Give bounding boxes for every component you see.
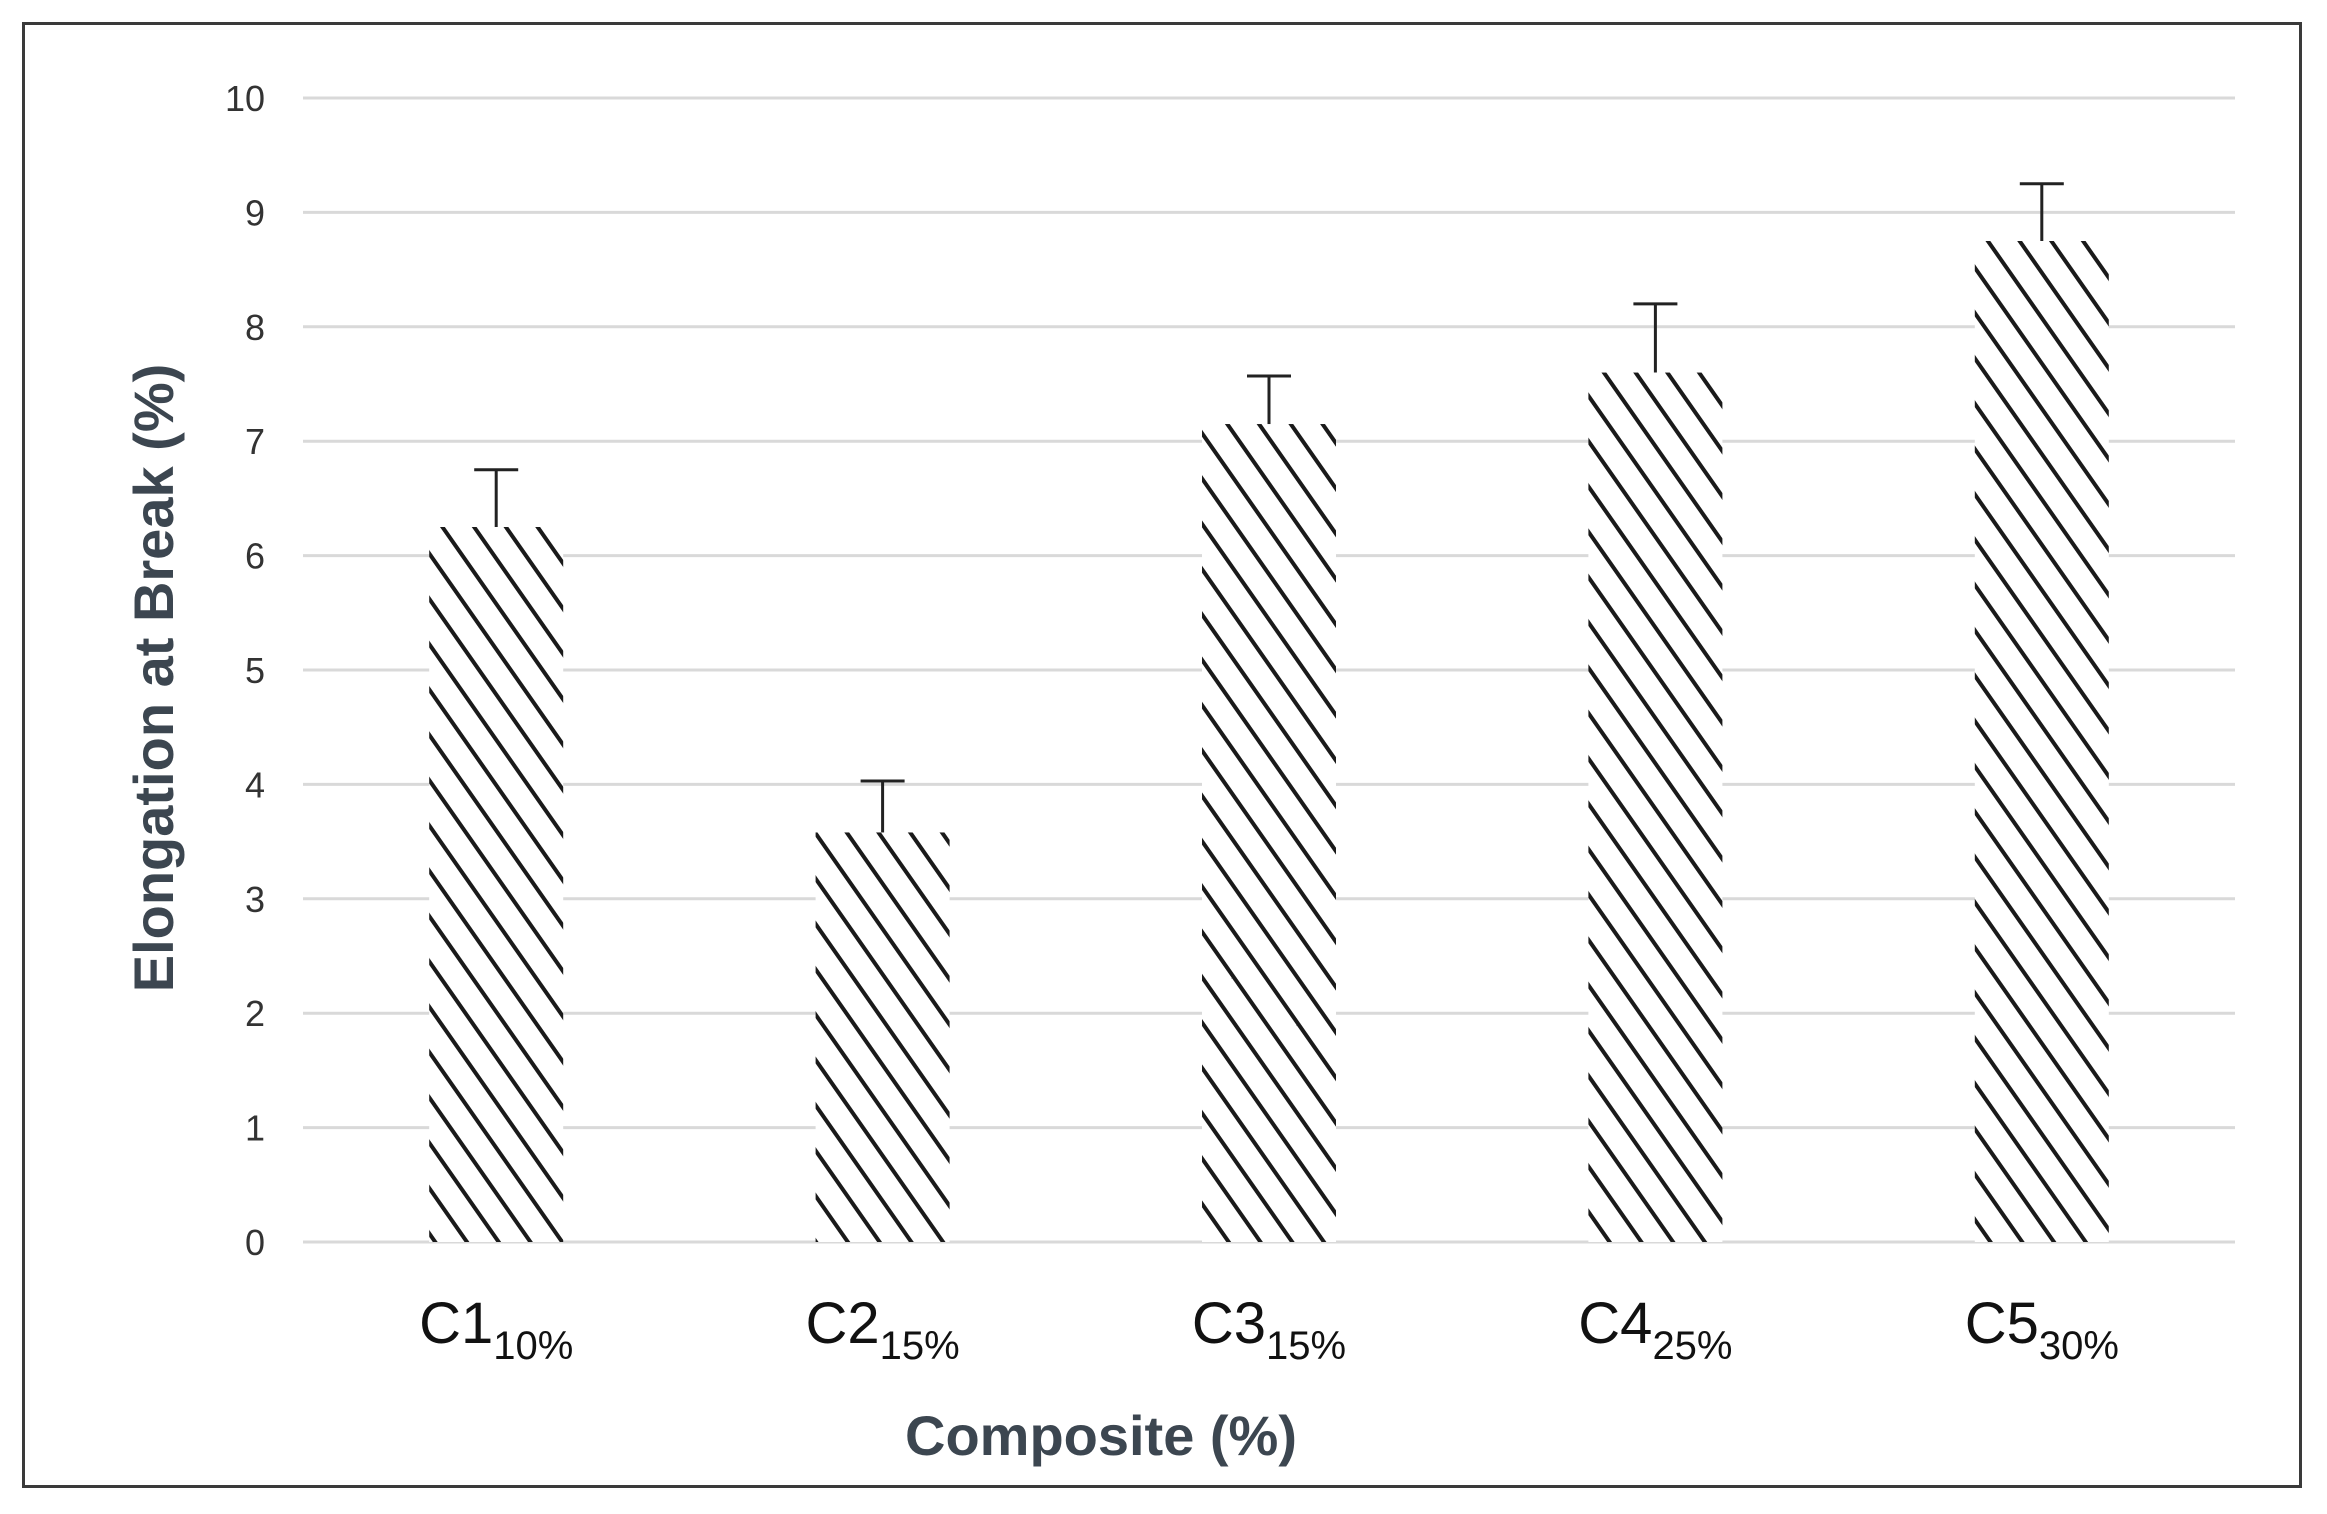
chart-frame: 0 1 2 3 4 5 6 7 8 9 10 C110% C215% C315% C425% C530% E… — [22, 22, 2302, 1488]
y-tick-label: 9 — [245, 192, 265, 233]
x-tick-label-subscript: 30% — [2039, 1324, 2119, 1368]
bar-C3 — [1202, 424, 1336, 1242]
x-tick-label-base: C4 — [1578, 1291, 1652, 1356]
x-axis-title: Composite (%) — [905, 1404, 1297, 1467]
y-tick-label: 1 — [245, 1108, 265, 1149]
y-tick-label: 5 — [245, 650, 265, 691]
y-tick-label: 8 — [245, 307, 265, 348]
y-tick-label: 3 — [245, 879, 265, 920]
y-tick-label: 10 — [225, 78, 265, 119]
x-tick-label-C2: C215% — [805, 1291, 959, 1368]
x-tick-label-base: C5 — [1965, 1291, 2039, 1356]
x-tick-label-C3: C315% — [1192, 1291, 1346, 1368]
x-tick-label-subscript: 25% — [1652, 1324, 1732, 1368]
bar-C2 — [815, 832, 950, 1242]
y-tick-label: 7 — [245, 421, 265, 462]
x-tick-label-base: C1 — [419, 1291, 493, 1356]
x-tick-label-subscript: 15% — [880, 1324, 960, 1368]
x-tick-label-base: C2 — [805, 1291, 879, 1356]
y-tick-label: 4 — [245, 764, 265, 805]
x-tick-label-C5: C530% — [1965, 1291, 2119, 1368]
bars — [429, 241, 2109, 1242]
x-tick-labels: C110% C215% C315% C425% C530% — [419, 1291, 2119, 1368]
y-tick-label: 2 — [245, 993, 265, 1034]
bar-C4 — [1588, 372, 1723, 1242]
error-bar-C5 — [2019, 182, 2064, 241]
error-bars — [474, 182, 2064, 833]
error-bar-C1 — [474, 468, 519, 527]
y-tick-labels: 0 1 2 3 4 5 6 7 8 9 10 — [225, 78, 265, 1263]
y-tick-label: 6 — [245, 536, 265, 577]
y-tick-label: 0 — [245, 1222, 265, 1263]
x-tick-label-base: C3 — [1192, 1291, 1266, 1356]
error-bar-C4 — [1633, 302, 1678, 373]
x-tick-label-C4: C425% — [1578, 1291, 1732, 1368]
error-bar-C3 — [1247, 374, 1291, 425]
y-axis-title: Elongation at Break (%) — [122, 364, 185, 993]
bar-C1 — [429, 527, 564, 1242]
error-bar-C2 — [860, 779, 905, 833]
x-tick-label-subscript: 15% — [1266, 1324, 1346, 1368]
bar-C5 — [1974, 241, 2109, 1242]
x-tick-label-subscript: 10% — [493, 1324, 573, 1368]
x-tick-label-C1: C110% — [419, 1291, 573, 1368]
